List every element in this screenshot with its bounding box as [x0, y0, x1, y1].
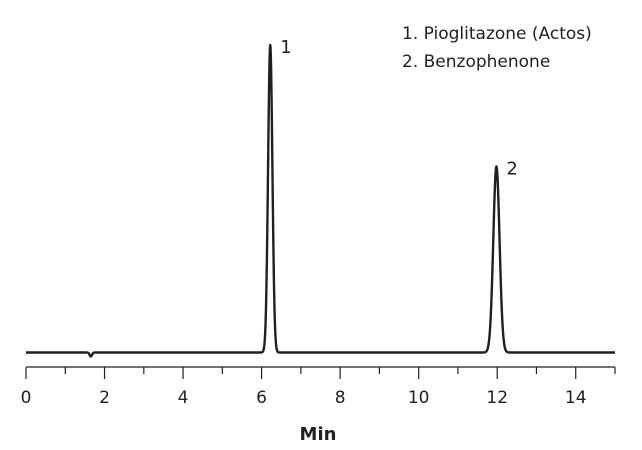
peak-label: 1 [280, 37, 291, 58]
chromatogram-trace [25, 43, 616, 358]
x-axis-title: Min [300, 424, 337, 445]
legend-entry-1: 1. Pioglitazone (Actos) [402, 24, 592, 44]
x-tick-label: 4 [178, 388, 189, 408]
x-tick-label: 14 [565, 388, 587, 408]
x-tick-label: 0 [21, 388, 32, 408]
peak-label: 2 [506, 158, 517, 179]
x-tick-label: 12 [486, 388, 508, 408]
x-tick-label: 10 [408, 388, 430, 408]
x-axis: 0 2 4 6 8 10 12 14 Min [21, 366, 616, 445]
plot-area: 12 [25, 37, 616, 358]
x-tick-label: 2 [99, 388, 110, 408]
legend-entry-2: 2. Benzophenone [402, 52, 550, 72]
legend: 1. Pioglitazone (Actos) 2. Benzophenone [402, 24, 592, 72]
x-tick-label: 6 [256, 388, 267, 408]
x-tick-label: 8 [335, 388, 346, 408]
